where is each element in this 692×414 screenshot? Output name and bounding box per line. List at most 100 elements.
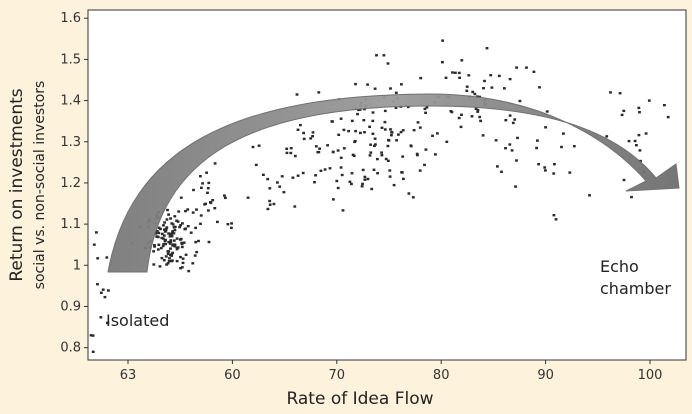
data-point (268, 203, 272, 206)
data-point (192, 188, 195, 192)
data-point (168, 242, 172, 245)
y-tick-label: 1.6 (60, 11, 81, 26)
data-point (163, 221, 166, 224)
y-tick-label: 1.2 (60, 176, 81, 191)
x-tick-label: 100 (638, 368, 663, 383)
data-point (99, 291, 103, 294)
data-point (423, 163, 426, 167)
data-point (169, 217, 172, 220)
data-point (189, 231, 193, 234)
data-point (609, 91, 612, 94)
data-point (366, 83, 369, 86)
data-point (341, 209, 345, 212)
data-point (476, 110, 480, 113)
data-point (424, 148, 428, 151)
data-point (518, 99, 522, 103)
data-point (186, 208, 190, 211)
data-point (299, 123, 302, 127)
data-point (497, 74, 501, 78)
data-point (91, 350, 95, 353)
data-point (213, 207, 217, 210)
data-point (92, 243, 96, 246)
data-point (193, 254, 197, 257)
data-point (373, 144, 376, 148)
data-point (167, 240, 171, 244)
data-point (313, 181, 316, 184)
data-point (153, 245, 156, 248)
data-point (176, 220, 180, 223)
data-point (354, 82, 357, 86)
data-point (106, 321, 110, 325)
data-point (340, 173, 344, 177)
data-point (514, 185, 517, 188)
y-tick-label: 1.1 (60, 217, 81, 232)
data-point (618, 92, 622, 95)
data-point (411, 196, 415, 199)
data-point (272, 202, 276, 206)
data-point (187, 269, 191, 273)
data-point (449, 110, 453, 113)
data-point (152, 250, 155, 253)
data-point (276, 181, 279, 184)
data-point (309, 137, 313, 140)
data-point (282, 191, 286, 194)
data-point (382, 54, 386, 57)
data-point (394, 91, 398, 94)
data-point (169, 240, 173, 244)
data-point (160, 236, 164, 240)
data-point (361, 182, 364, 186)
data-point (562, 132, 565, 135)
data-point (170, 259, 174, 263)
data-point (180, 245, 184, 249)
data-point (201, 182, 204, 185)
data-point (383, 120, 387, 124)
data-point (458, 76, 461, 79)
data-point (226, 223, 230, 226)
data-point (204, 202, 207, 205)
data-point (317, 91, 321, 94)
data-point (162, 234, 166, 237)
data-point (508, 143, 512, 146)
data-point (419, 76, 423, 80)
data-point (175, 247, 179, 251)
data-point (474, 107, 478, 110)
data-point (230, 222, 233, 225)
data-point (167, 232, 170, 235)
data-point (155, 230, 159, 233)
data-point (268, 187, 272, 190)
data-point (332, 198, 335, 201)
data-point (199, 222, 202, 225)
data-point (370, 187, 374, 191)
data-point (372, 168, 376, 171)
data-point (289, 151, 293, 155)
data-point (476, 108, 480, 112)
data-point (184, 209, 187, 213)
data-point (363, 178, 367, 181)
data-point (400, 83, 403, 86)
data-point (373, 87, 377, 90)
x-axis-title: Rate of Idea Flow (286, 389, 433, 409)
data-point (168, 257, 171, 260)
data-point (508, 114, 512, 117)
y-tick-label: 1.4 (60, 94, 81, 109)
data-point (169, 247, 172, 250)
data-point (173, 243, 177, 246)
data-point (165, 226, 169, 229)
data-point (436, 132, 439, 135)
data-point (362, 119, 366, 122)
annotation-echo-line2: chamber (600, 279, 671, 298)
data-point (418, 169, 422, 172)
data-point (444, 76, 448, 79)
data-point (179, 224, 182, 227)
data-point (392, 183, 396, 187)
data-point (647, 99, 651, 102)
annotation-isolated: Isolated (106, 311, 169, 330)
data-point (644, 132, 648, 135)
data-point (211, 199, 215, 202)
data-point (387, 139, 391, 142)
data-point (156, 248, 160, 251)
data-point (103, 295, 107, 299)
data-point (165, 263, 168, 266)
data-point (251, 145, 255, 149)
data-point (339, 166, 343, 169)
